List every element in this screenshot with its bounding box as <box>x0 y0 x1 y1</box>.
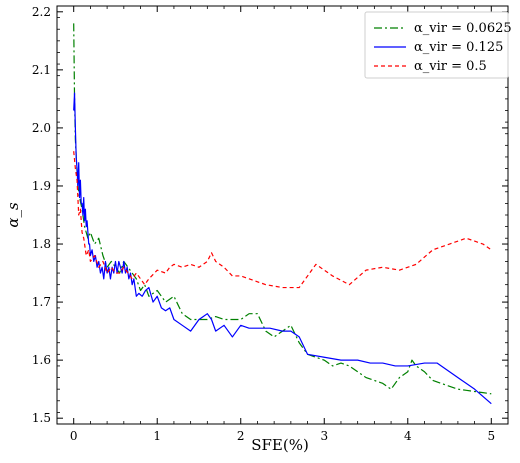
y-tick-label-2: 1.7 <box>32 295 51 309</box>
legend-label-0: α_vir = 0.0625 <box>414 21 512 36</box>
y-tick-label-1: 1.6 <box>32 353 51 367</box>
axes-layer: 0 1 2 3 4 5 1.5 1.6 1.7 1.8 1.9 2.0 2.1 2.2 <box>32 5 509 443</box>
series-line-2 <box>73 151 492 289</box>
x-tick-label-0: 0 <box>70 429 78 443</box>
y-tick-label-3: 1.8 <box>32 237 51 251</box>
x-tick-label-5: 5 <box>487 429 495 443</box>
legend-entry-1: α_vir = 0.125 <box>374 40 503 55</box>
legend-label-2: α_vir = 0.5 <box>414 59 487 74</box>
x-tick-label-2: 2 <box>237 429 245 443</box>
legend: α_vir = 0.0625 α_vir = 0.125 α_vir = 0.5 <box>364 11 512 79</box>
x-axis-label: SFE(%) <box>251 436 309 454</box>
series-layer <box>73 23 492 405</box>
y-tick-label-7: 2.2 <box>32 5 51 19</box>
y-tick-label-0: 1.5 <box>32 411 51 425</box>
legend-box <box>364 11 509 79</box>
y-axis-label: α_s <box>4 202 22 228</box>
y-tick-label-5: 2.0 <box>32 121 51 135</box>
y-tick-label-4: 1.9 <box>32 179 51 193</box>
x-tick-label-4: 4 <box>404 429 412 443</box>
y-tick-label-6: 2.1 <box>32 63 51 77</box>
legend-entry-2: α_vir = 0.5 <box>374 59 487 74</box>
legend-label-1: α_vir = 0.125 <box>414 40 503 55</box>
x-tick-label-1: 1 <box>153 429 161 443</box>
legend-entry-0: α_vir = 0.0625 <box>374 21 512 36</box>
x-tick-label-3: 3 <box>320 429 328 443</box>
series-line-0 <box>73 23 492 395</box>
